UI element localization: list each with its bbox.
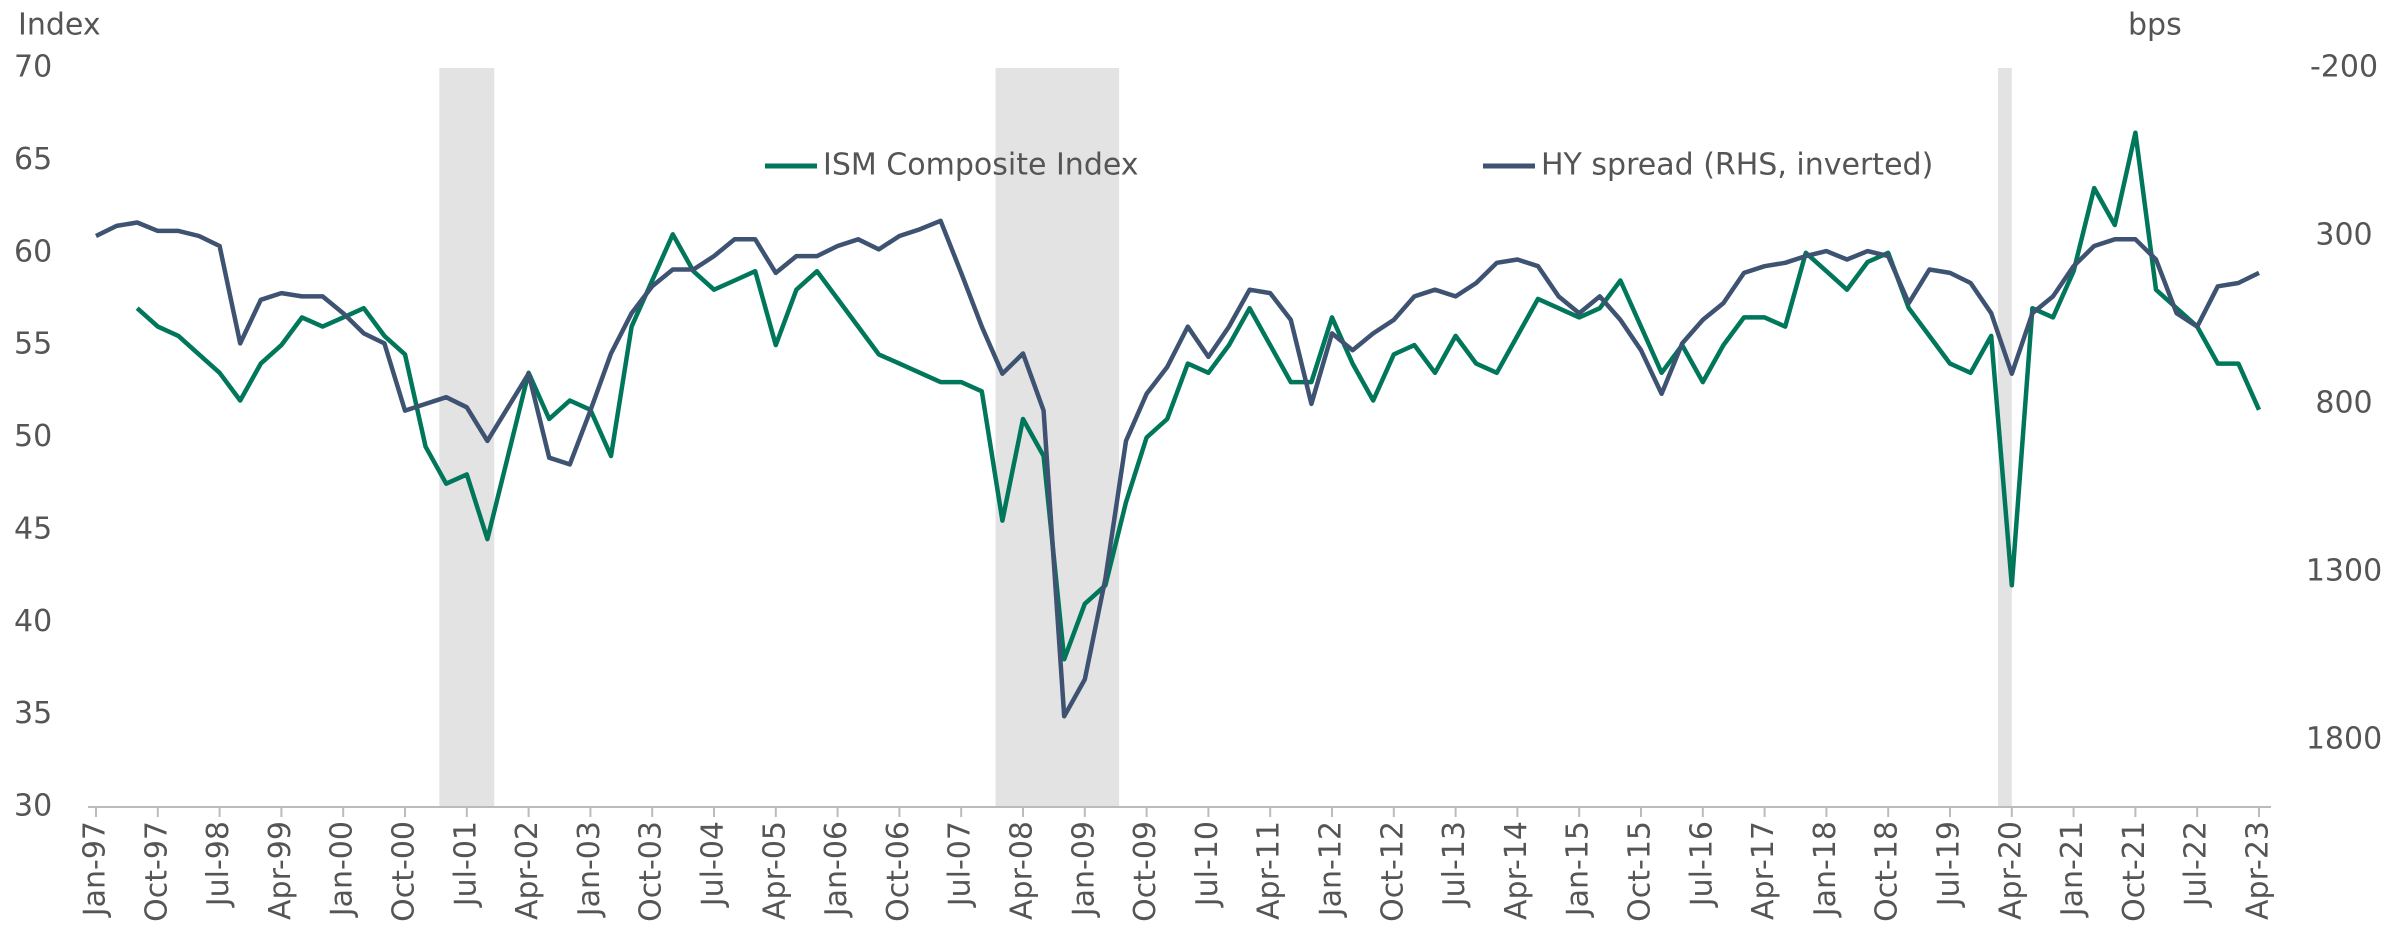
y-tick-label: 55 <box>14 327 52 362</box>
x-tick-label: Jul-98 <box>201 821 236 908</box>
x-tick-label: Apr-05 <box>757 821 792 920</box>
x-tick-label: Oct-97 <box>139 821 174 922</box>
x-tick-label: Jul-10 <box>1190 821 1225 908</box>
shaded-period <box>995 68 1120 807</box>
y-tick-label: 45 <box>14 511 52 546</box>
x-tick-label: Jul-07 <box>943 821 978 908</box>
legend-label: HY spread (RHS, inverted) <box>1541 148 1933 183</box>
x-tick-label: Oct-15 <box>1623 821 1658 922</box>
x-tick-label: Jan-00 <box>325 821 360 918</box>
x-tick-label: Apr-23 <box>2241 821 2276 920</box>
x-tick-label: Oct-06 <box>881 821 916 922</box>
x-tick-label: Jan-09 <box>1066 821 1101 918</box>
x-tick-label: Jul-19 <box>1932 821 1967 908</box>
x-tick-label: Jan-03 <box>572 821 607 918</box>
x-tick-label: Jan-12 <box>1314 821 1349 918</box>
x-tick-label: Oct-18 <box>1870 821 1905 922</box>
x-tick-label: Apr-99 <box>263 821 298 920</box>
x-tick-label: Oct-03 <box>634 821 669 922</box>
x-tick-label: Apr-20 <box>1993 821 2028 920</box>
y2-tick-label: 800 <box>2315 385 2372 420</box>
x-tick-label: Jul-13 <box>1437 821 1472 908</box>
y-tick-label: 50 <box>14 419 52 454</box>
x-tick-label: Jan-18 <box>1808 821 1843 918</box>
legend-label: ISM Composite Index <box>823 148 1139 183</box>
x-tick-label: Jul-04 <box>696 821 731 908</box>
y-tick-label: 60 <box>14 234 52 269</box>
x-tick-label: Apr-08 <box>1005 821 1040 920</box>
y2-tick-label: 1300 <box>2306 553 2382 588</box>
y-tick-label: 40 <box>14 604 52 639</box>
y2-tick-label: -200 <box>2310 50 2378 85</box>
x-tick-label: Jul-16 <box>1684 821 1719 908</box>
y2-axis-label: bps <box>2128 8 2182 43</box>
x-tick-label: Oct-09 <box>1128 821 1163 922</box>
x-tick-label: Oct-12 <box>1375 821 1410 922</box>
y-axis-label: Index <box>18 8 101 43</box>
y2-tick-label: 1800 <box>2306 721 2382 756</box>
x-tick-label: Jan-97 <box>78 821 113 918</box>
x-tick-label: Apr-17 <box>1746 821 1781 920</box>
x-tick-label: Oct-00 <box>387 821 422 922</box>
x-tick-label: Jan-15 <box>1561 821 1596 918</box>
x-tick-label: Apr-11 <box>1252 821 1287 920</box>
y-tick-label: 70 <box>14 50 52 85</box>
x-tick-label: Jan-06 <box>819 821 854 918</box>
y-tick-label: 30 <box>14 789 52 824</box>
x-tick-label: Oct-21 <box>2117 821 2152 922</box>
x-tick-label: Jul-22 <box>2179 821 2214 908</box>
series-line <box>95 218 2260 719</box>
y-tick-label: 65 <box>14 142 52 177</box>
shaded-period <box>1998 68 2012 807</box>
y-tick-label: 35 <box>14 696 52 731</box>
x-tick-label: Apr-02 <box>510 821 545 920</box>
x-tick-label: Apr-14 <box>1499 821 1534 920</box>
x-tick-label: Jul-01 <box>448 821 483 908</box>
x-tick-label: Jan-21 <box>2055 821 2090 918</box>
y2-tick-label: 300 <box>2315 217 2372 252</box>
